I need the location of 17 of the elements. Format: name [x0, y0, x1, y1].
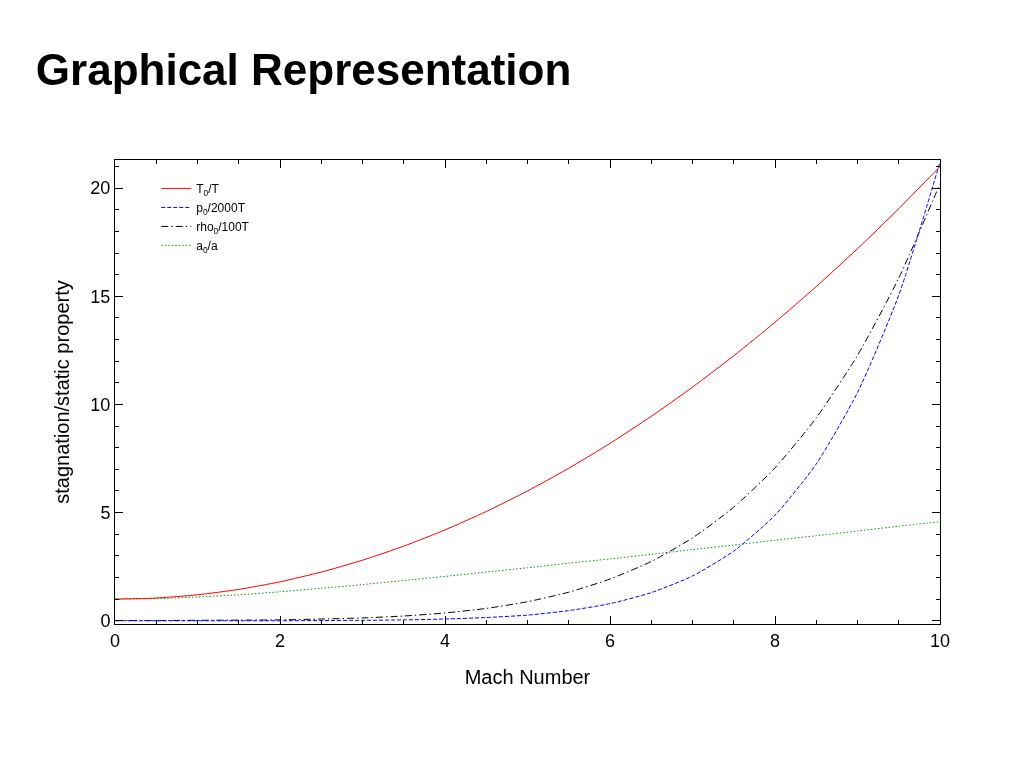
x-tick-label: 10: [929, 630, 951, 651]
x-tick-label: 6: [604, 630, 616, 651]
y-tick-label: 20: [90, 178, 111, 199]
x-tick-label: 2: [274, 630, 286, 651]
legend-label: rho$_{0}$/100T: [196, 220, 250, 236]
legend-label: p$_{0}$/2000T: [196, 201, 246, 217]
x-tick-label: 8: [769, 630, 781, 651]
y-tick-label: 10: [90, 394, 111, 415]
y-tick-label: 15: [90, 286, 111, 307]
y-tick-label: 0: [100, 611, 111, 632]
x-tick-label: 4: [439, 630, 451, 651]
legend-label: T$_{0}$/T: [196, 182, 220, 198]
chart-title: Graphical Representation: [35, 44, 572, 94]
y-axis-title: stagnation/static property: [50, 280, 73, 504]
x-axis-title: Mach Number: [464, 666, 591, 689]
legend-label: a$_{0}$/a: [196, 239, 218, 255]
y-tick-label: 5: [100, 502, 111, 523]
